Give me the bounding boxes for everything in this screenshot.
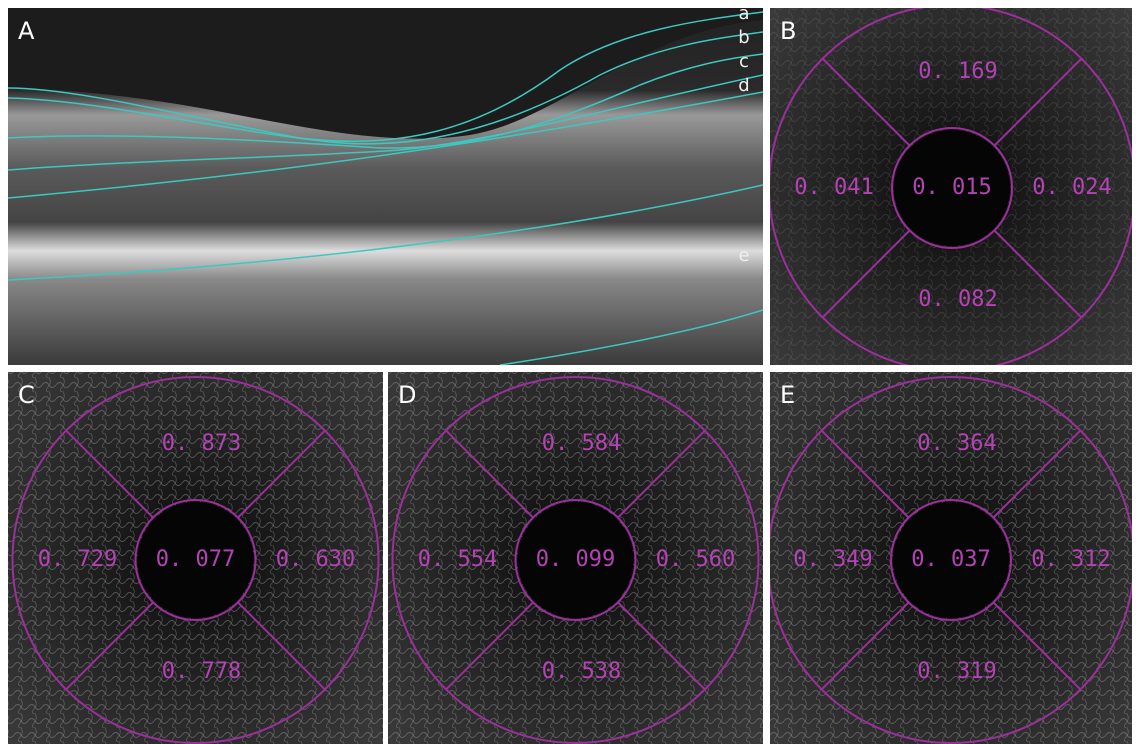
density-value: 0. 554 (418, 547, 497, 572)
layer-label: b (738, 27, 749, 48)
density-value: 0. 024 (1032, 175, 1111, 200)
density-value: 0. 099 (536, 547, 615, 572)
layer-label: e (738, 245, 749, 266)
panel: 0. 873 0. 729 0. 077 0. 630 0. 778 C (8, 372, 383, 744)
density-value: 0. 538 (542, 659, 621, 684)
panel: 0. 584 0. 554 0. 099 0. 560 0. 538 D (388, 372, 763, 744)
density-value: 0. 077 (156, 547, 235, 572)
density-value: 0. 349 (793, 547, 872, 572)
density-value: 0. 319 (917, 659, 996, 684)
panel: 0. 169 0. 041 0. 015 0. 024 0. 082 B (769, 5, 1135, 371)
panel-label: C (18, 381, 35, 409)
layer-label: a (738, 3, 749, 24)
density-value: 0. 082 (918, 287, 997, 312)
density-value: 0. 041 (794, 175, 873, 200)
density-value: 0. 364 (917, 431, 996, 456)
density-value: 0. 037 (911, 547, 990, 572)
panel: 0. 364 0. 349 0. 037 0. 312 0. 319 E (768, 372, 1134, 744)
density-value: 0. 630 (276, 547, 355, 572)
panel-label: B (780, 17, 796, 45)
density-value: 0. 873 (162, 431, 241, 456)
density-value: 0. 729 (38, 547, 117, 572)
layer-label: c (739, 51, 749, 72)
panel-label: D (398, 381, 416, 409)
density-value: 0. 015 (912, 175, 991, 200)
layer-label: d (738, 75, 749, 96)
density-value: 0. 560 (656, 547, 735, 572)
density-value: 0. 169 (918, 59, 997, 84)
density-value: 0. 312 (1031, 547, 1110, 572)
panel-image (8, 8, 763, 365)
panel-label: E (780, 381, 795, 409)
density-value: 0. 778 (162, 659, 241, 684)
panel-label: A (18, 17, 35, 45)
figure: abcdeA0. 1690. 0410. 0150. 0240. 082B0. … (0, 0, 1136, 744)
density-value: 0. 584 (542, 431, 621, 456)
